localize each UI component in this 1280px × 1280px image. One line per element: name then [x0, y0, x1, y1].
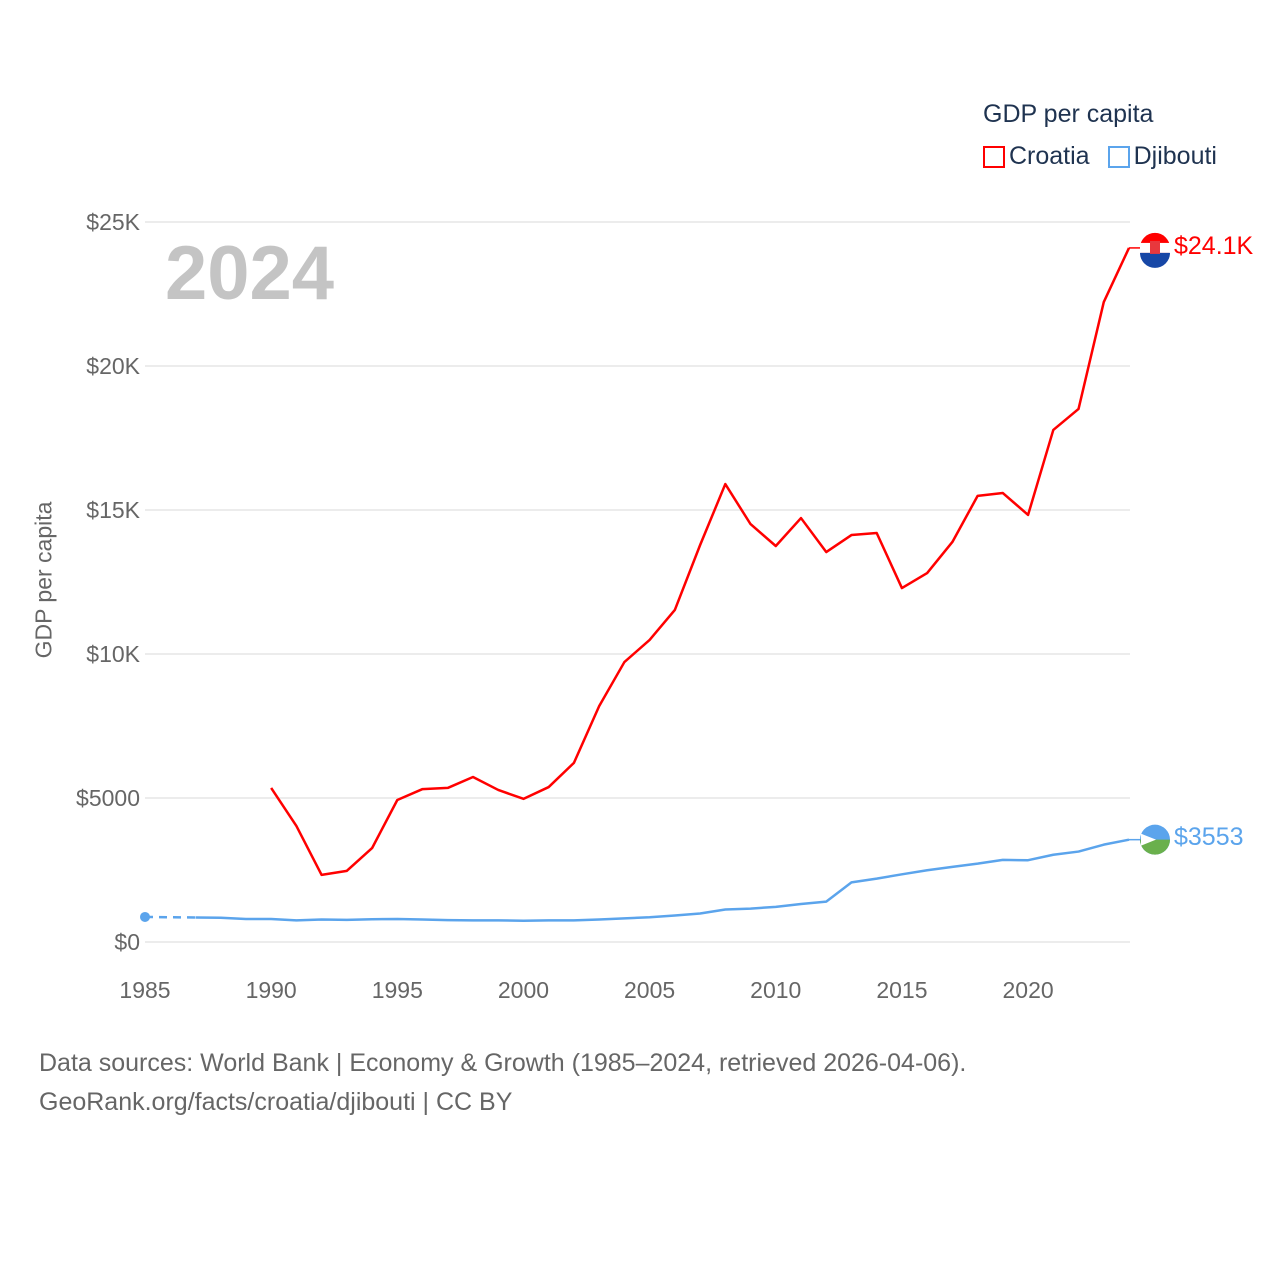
y-axis-label: GDP per capita: [30, 501, 57, 659]
djibouti-end-label: $3553: [1174, 823, 1244, 851]
djibouti-point: [140, 911, 150, 922]
x-tick-label: 1990: [246, 977, 297, 1003]
croatia-flag-shield: [1150, 240, 1160, 254]
y-tick-label: $0: [114, 929, 140, 955]
footer-link[interactable]: GeoRank.org/facts/croatia/djibouti | CC …: [39, 1088, 513, 1116]
legend-item-croatia[interactable]: Croatia: [983, 142, 1090, 171]
y-tick-label: $25K: [86, 209, 140, 235]
djibouti-swatch: [1107, 145, 1130, 168]
djibouti-flag-triangle: [1141, 833, 1156, 846]
legend-title: GDP per capita: [983, 100, 1154, 128]
footer: Data sources: World Bank | Economy & Gro…: [39, 1044, 966, 1122]
djibouti-flag-green: [1140, 839, 1171, 855]
x-tick-label: 2010: [750, 977, 801, 1003]
legend-item-djibouti[interactable]: Djibouti: [1107, 142, 1217, 171]
djibouti-line: [195, 838, 1130, 922]
y-tick-label: $15K: [86, 497, 140, 523]
legend-label-djibouti: Djibouti: [1133, 142, 1217, 170]
x-tick-label: 2005: [624, 977, 675, 1003]
croatia-line: [270, 247, 1131, 877]
year-overlay: 2024: [165, 231, 335, 316]
djibouti-gap-segment: [144, 915, 196, 919]
x-tick-label: 1985: [119, 977, 170, 1003]
y-tick-label: $10K: [86, 641, 140, 667]
x-tick-label: 1995: [372, 977, 423, 1003]
croatia-flag-blue: [1140, 252, 1171, 268]
legend: Croatia Djibouti: [983, 142, 1217, 171]
x-tick-label: 2000: [498, 977, 549, 1003]
croatia-end-label: $24.1K: [1174, 232, 1254, 260]
croatia-swatch: [983, 145, 1005, 168]
footer-sources: Data sources: World Bank | Economy & Gro…: [39, 1049, 967, 1077]
y-tick-label: $20K: [86, 353, 140, 379]
x-tick-label: 2020: [1002, 977, 1053, 1003]
legend-label-croatia: Croatia: [1009, 142, 1090, 170]
x-tick-label: 2015: [876, 977, 927, 1003]
y-tick-label: $5000: [76, 785, 140, 811]
